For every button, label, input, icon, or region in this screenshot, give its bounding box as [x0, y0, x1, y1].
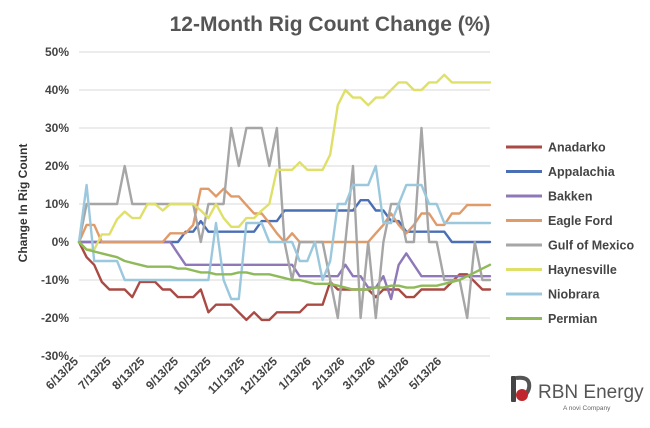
legend-label-gulf-of-mexico: Gulf of Mexico [548, 239, 634, 253]
chart-title: 12-Month Rig Count Change (%) [170, 13, 491, 36]
y-axis-label: Change In Rig Count [16, 144, 30, 263]
legend-label-niobrara: Niobrara [548, 288, 600, 302]
logo-tagline: A novi Company [563, 405, 611, 412]
legend-label-eagle-ford: Eagle Ford [548, 214, 613, 228]
series-line-anadarko [77, 240, 492, 322]
x-tick-label: 5/13/26 [406, 354, 444, 392]
x-tick-label: 3/13/26 [340, 354, 378, 392]
x-tick-label: 4/13/26 [373, 354, 411, 392]
rbn-logo-mark [511, 375, 532, 402]
legend-label-anadarko: Anadarko [548, 141, 606, 155]
y-tick-label: 0% [52, 235, 70, 249]
rbn-logo: RBN Energy A novi Company [511, 375, 644, 412]
legend-label-bakken: Bakken [548, 190, 592, 204]
y-tick-label: 40% [45, 83, 69, 97]
y-tick-label: 50% [45, 45, 69, 59]
y-tick-label: -30% [41, 349, 69, 363]
y-tick-label: 20% [45, 159, 69, 173]
legend-label-permian: Permian [548, 312, 597, 326]
series-lines [77, 73, 492, 322]
legend-label-appalachia: Appalachia [548, 165, 616, 179]
legend-label-haynesville: Haynesville [548, 263, 617, 277]
logo-brand: RBN Energy [538, 382, 644, 403]
legend: Anadarko Appalachia Bakken Eagle Ford Gulf o… [506, 141, 634, 326]
x-tick-label: 1/13/26 [276, 354, 314, 392]
series-line-niobrara [77, 164, 492, 301]
series-line-permian [77, 240, 492, 291]
x-tick-label: 7/13/25 [76, 354, 114, 392]
y-tick-label: 30% [45, 121, 69, 135]
series-line-haynesville [77, 73, 492, 251]
y-axis-ticks: -30% -20% -10% 0% 10% 20% 30% 40% 50% [41, 45, 69, 363]
y-tick-label: -10% [41, 273, 69, 287]
x-tick-label: 8/13/25 [109, 354, 147, 392]
y-tick-label: 10% [45, 197, 69, 211]
x-axis-ticks: 6/13/257/13/258/13/259/13/2510/13/2511/1… [43, 354, 445, 397]
x-tick-label: 2/13/26 [309, 354, 347, 392]
y-tick-label: -20% [41, 311, 69, 325]
